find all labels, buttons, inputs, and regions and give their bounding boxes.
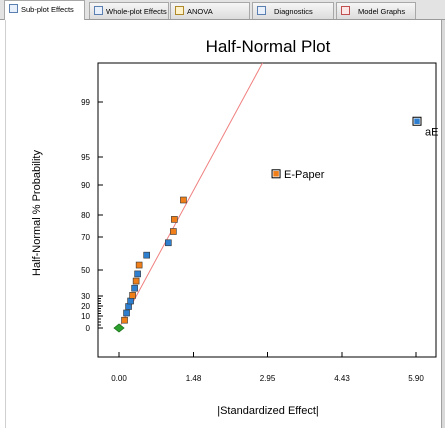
model-graphs-icon (341, 6, 350, 15)
error-point[interactable] (131, 284, 138, 292)
x-tick-label: 0.00 (111, 374, 127, 383)
selected-effect-point[interactable] (132, 277, 140, 285)
origin-point[interactable] (113, 323, 125, 333)
y-tick-label: 30 (81, 292, 90, 301)
tab-label: Diagnostics (274, 7, 313, 16)
selected-effect-point[interactable] (180, 196, 187, 204)
x-tick-label: 5.90 (408, 374, 424, 383)
anova-table-icon (175, 6, 184, 15)
selected-effect-point[interactable] (129, 292, 136, 299)
tab-bar: Sub-plot Effects Whole-plot Effects ANOV… (0, 0, 445, 20)
tab-label: Model Graphs (358, 7, 406, 16)
y-tick-label: 99 (81, 98, 90, 107)
halfnormal-plot-icon (9, 4, 18, 13)
page-margin (0, 20, 6, 428)
error-point[interactable] (414, 118, 420, 124)
y-axis-label: Half-Normal % Probability (31, 150, 43, 276)
selected-effect-point[interactable] (121, 316, 128, 324)
tab-label: Whole-plot Effects (106, 7, 167, 16)
window-frame[interactable] (441, 20, 445, 428)
selected-effect-point[interactable] (273, 171, 279, 177)
y-tick-label: 95 (81, 153, 90, 162)
tab-model-graphs[interactable]: Model Graphs (336, 2, 416, 19)
tab-anova[interactable]: ANOVA (170, 2, 250, 19)
y-tick-label: 50 (81, 266, 90, 275)
y-tick-label: 90 (81, 181, 90, 190)
error-point[interactable] (143, 251, 150, 259)
tab-whole-plot-effects[interactable]: Whole-plot Effects (89, 2, 169, 19)
fit-line (118, 62, 263, 329)
x-tick-label: 2.95 (260, 374, 276, 383)
tab-label: Sub-plot Effects (21, 5, 74, 14)
selected-effect-point[interactable] (135, 261, 143, 269)
selected-effect-point[interactable] (170, 228, 177, 235)
error-point[interactable] (123, 309, 130, 317)
y-tick-label: 20 (81, 302, 90, 311)
selected-effect-point[interactable] (171, 216, 178, 223)
y-tick-label: 0 (86, 324, 91, 333)
tab-diagnostics[interactable]: Diagnostics (252, 2, 334, 19)
x-axis-label: |Standardized Effect| (217, 405, 319, 417)
x-tick-label: 4.43 (334, 374, 350, 383)
halfnormal-plot-icon (94, 6, 103, 15)
error-point[interactable] (125, 303, 132, 310)
error-point[interactable] (127, 297, 134, 305)
y-tick-label: 70 (81, 233, 90, 242)
error-point[interactable] (165, 239, 172, 247)
chart-title: Half-Normal Plot (206, 37, 331, 56)
y-tick-label: 10 (81, 312, 90, 321)
error-point[interactable] (134, 270, 141, 278)
tab-sub-plot-effects[interactable]: Sub-plot Effects (4, 0, 85, 20)
point-annotation: aE (425, 126, 438, 138)
x-tick-label: 1.48 (186, 374, 202, 383)
y-tick-label: 80 (81, 211, 90, 220)
plot-area[interactable] (97, 62, 437, 358)
diagnostics-icon (257, 6, 266, 15)
tab-label: ANOVA (187, 7, 213, 16)
point-annotation: E-Paper (284, 169, 325, 181)
